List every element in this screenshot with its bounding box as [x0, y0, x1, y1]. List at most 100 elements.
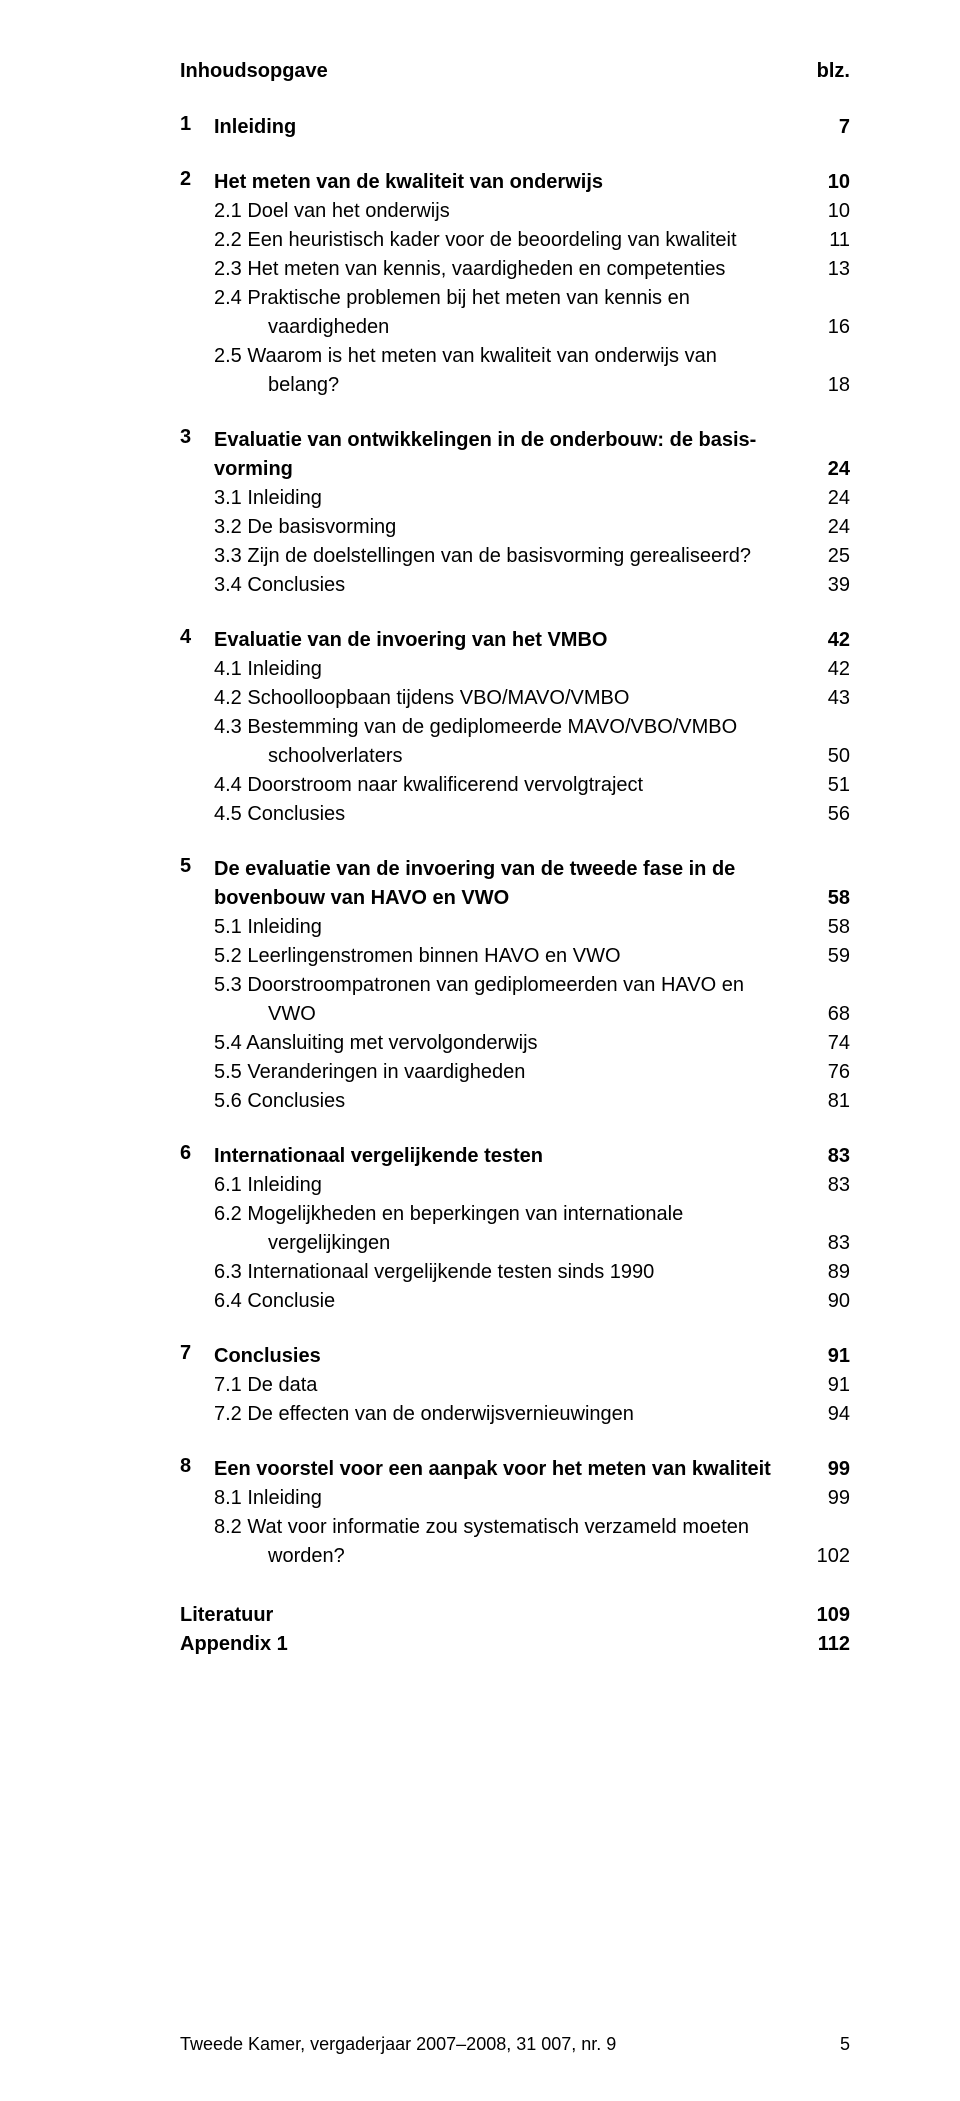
toc-sub-label: 4.2 Schoolloopbaan tijdens VBO/MAVO/VMBO [214, 684, 802, 713]
toc-sub-row: 5.5 Veranderingen in vaardigheden76 [214, 1058, 850, 1087]
toc-chapter: 2Het meten van de kwaliteit van onderwij… [180, 168, 850, 400]
toc-chapter: 1Inleiding7 [180, 113, 850, 142]
chapter-title-label: Een voorstel voor een aanpak voor het me… [214, 1455, 802, 1484]
toc-sub-label: 8.2 Wat voor informatie zou systematisch… [214, 1513, 802, 1542]
toc-sub-row: 5.2 Leerlingenstromen binnen HAVO en VWO… [214, 942, 850, 971]
toc-sub-row: vaardigheden16 [214, 313, 850, 342]
toc-sub-page: 90 [802, 1287, 850, 1316]
toc-sub-label: 3.2 De basisvorming [214, 513, 802, 542]
chapter-title-row: bovenbouw van HAVO en VWO58 [214, 884, 850, 913]
toc-sub-label: 2.2 Een heuristisch kader voor de beoord… [214, 226, 802, 255]
toc-sub-row: 8.1 Inleiding99 [214, 1484, 850, 1513]
toc-sub-page: 58 [802, 913, 850, 942]
toc-sub-page: 83 [802, 1171, 850, 1200]
toc-sub-page: 18 [802, 371, 850, 400]
toc-sub-label: 3.1 Inleiding [214, 484, 802, 513]
toc-sub-page: 89 [802, 1258, 850, 1287]
toc-sub-row: 6.2 Mogelijkheden en beperkingen van int… [214, 1200, 850, 1229]
toc-sub-row: 6.3 Internationaal vergelijkende testen … [214, 1258, 850, 1287]
toc-sub-row: 6.1 Inleiding83 [214, 1171, 850, 1200]
toc-sub-page: 83 [802, 1229, 850, 1258]
chapter-title-label: Evaluatie van de invoering van het VMBO [214, 626, 802, 655]
toc-sub-row: 3.2 De basisvorming24 [214, 513, 850, 542]
chapter-title-label: Inleiding [214, 113, 802, 142]
toc-sub-label: 5.6 Conclusies [214, 1087, 802, 1116]
chapter-title-page: 99 [802, 1455, 850, 1484]
toc-sub-label: vergelijkingen [214, 1229, 802, 1258]
toc-sub-label: belang? [214, 371, 802, 400]
chapter-number: 7 [180, 1342, 214, 1429]
toc-sub-page: 81 [802, 1087, 850, 1116]
chapter-title-page: 10 [802, 168, 850, 197]
toc-pagecol-header: blz. [817, 60, 850, 83]
toc-sub-label: worden? [214, 1542, 802, 1571]
toc-sub-label: 2.5 Waarom is het meten van kwaliteit va… [214, 342, 802, 371]
footer-right: 5 [840, 2034, 850, 2055]
toc-sub-page: 16 [802, 313, 850, 342]
chapter-body: Inleiding7 [214, 113, 850, 142]
chapter-title-page: 24 [802, 455, 850, 484]
toc-sub-page: 39 [802, 571, 850, 600]
chapter-number: 8 [180, 1455, 214, 1571]
chapter-body: Conclusies917.1 De data917.2 De effecten… [214, 1342, 850, 1429]
toc-sub-row: 7.2 De effecten van de onderwijsvernieuw… [214, 1400, 850, 1429]
toc-sub-label: vaardigheden [214, 313, 802, 342]
toc-sub-row: VWO68 [214, 1000, 850, 1029]
chapter-body: De evaluatie van de invoering van de twe… [214, 855, 850, 1116]
toc-sub-label: 3.3 Zijn de doelstellingen van de basisv… [214, 542, 802, 571]
toc-endmatter-row: Literatuur109 [180, 1601, 850, 1630]
toc-sub-label: 4.5 Conclusies [214, 800, 802, 829]
toc-sub-label: VWO [214, 1000, 802, 1029]
chapter-number: 5 [180, 855, 214, 1116]
chapter-number: 6 [180, 1142, 214, 1316]
toc-sub-label: 6.2 Mogelijkheden en beperkingen van int… [214, 1200, 802, 1229]
footer-left: Tweede Kamer, vergaderjaar 2007–2008, 31… [180, 2034, 616, 2055]
toc-sub-page: 24 [802, 484, 850, 513]
toc-sub-page: 94 [802, 1400, 850, 1429]
chapter-title-row: Internationaal vergelijkende testen83 [214, 1142, 850, 1171]
chapter-title-page: 58 [802, 884, 850, 913]
chapter-title-page: 91 [802, 1342, 850, 1371]
toc-sub-row: 7.1 De data91 [214, 1371, 850, 1400]
toc-sub-page: 102 [802, 1542, 850, 1571]
toc-sub-row: 3.3 Zijn de doelstellingen van de basisv… [214, 542, 850, 571]
toc-sub-row: belang?18 [214, 371, 850, 400]
toc-sub-label: 3.4 Conclusies [214, 571, 802, 600]
toc-sub-row: vergelijkingen83 [214, 1229, 850, 1258]
toc-sub-row: 4.3 Bestemming van de gediplomeerde MAVO… [214, 713, 850, 742]
toc-sub-row: 4.4 Doorstroom naar kwalificerend vervol… [214, 771, 850, 800]
toc-chapter: 7Conclusies917.1 De data917.2 De effecte… [180, 1342, 850, 1429]
chapter-title-row: Een voorstel voor een aanpak voor het me… [214, 1455, 850, 1484]
toc-sub-label: 6.4 Conclusie [214, 1287, 802, 1316]
chapter-number: 1 [180, 113, 214, 142]
toc-sub-row: 4.1 Inleiding42 [214, 655, 850, 684]
toc-sub-page: 25 [802, 542, 850, 571]
toc-sub-row: 5.1 Inleiding58 [214, 913, 850, 942]
toc-sub-row: 5.4 Aansluiting met vervolgonderwijs74 [214, 1029, 850, 1058]
toc-sub-page: 43 [802, 684, 850, 713]
toc-sub-page: 59 [802, 942, 850, 971]
toc-sub-label: 2.1 Doel van het onderwijs [214, 197, 802, 226]
toc-chapter: 6Internationaal vergelijkende testen836.… [180, 1142, 850, 1316]
toc-sub-page: 91 [802, 1371, 850, 1400]
toc-body: 1Inleiding72Het meten van de kwaliteit v… [180, 113, 850, 1571]
toc-endmatter-page: 112 [802, 1630, 850, 1659]
toc-sub-label: 5.3 Doorstroompatronen van gediplomeerde… [214, 971, 802, 1000]
toc-sub-row: 4.5 Conclusies56 [214, 800, 850, 829]
toc-sub-label: 4.1 Inleiding [214, 655, 802, 684]
chapter-title-label: Het meten van de kwaliteit van onderwijs [214, 168, 802, 197]
document-page: Inhoudsopgave blz. 1Inleiding72Het meten… [0, 0, 960, 2101]
toc-sub-row: 3.4 Conclusies39 [214, 571, 850, 600]
toc-sub-row: schoolverlaters50 [214, 742, 850, 771]
chapter-title-label: bovenbouw van HAVO en VWO [214, 884, 802, 913]
toc-sub-row: 2.3 Het meten van kennis, vaardigheden e… [214, 255, 850, 284]
chapter-body: Internationaal vergelijkende testen836.1… [214, 1142, 850, 1316]
toc-endmatter-label: Literatuur [180, 1601, 802, 1630]
chapter-title-row: De evaluatie van de invoering van de twe… [214, 855, 850, 884]
chapter-body: Het meten van de kwaliteit van onderwijs… [214, 168, 850, 400]
toc-sub-row: 5.6 Conclusies81 [214, 1087, 850, 1116]
chapter-title-label: Internationaal vergelijkende testen [214, 1142, 802, 1171]
chapter-body: Evaluatie van de invoering van het VMBO4… [214, 626, 850, 829]
toc-sub-page: 42 [802, 655, 850, 684]
toc-sub-row: 2.2 Een heuristisch kader voor de beoord… [214, 226, 850, 255]
